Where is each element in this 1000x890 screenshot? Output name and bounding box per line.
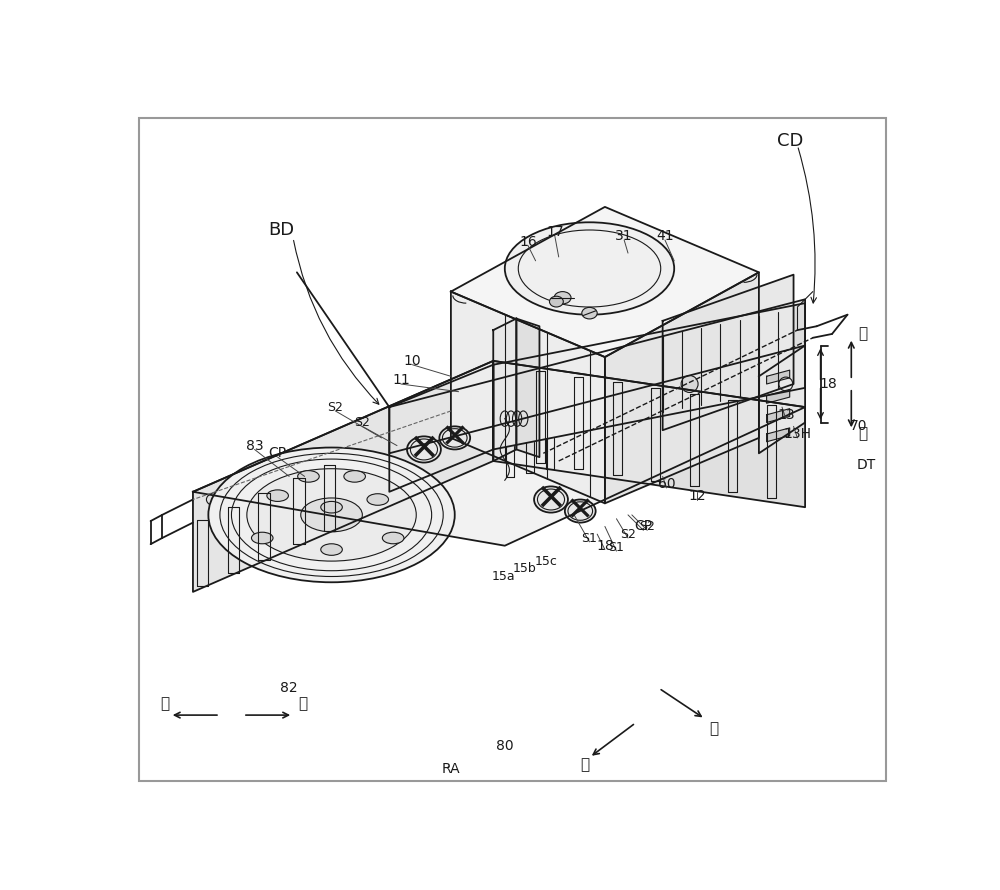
- Ellipse shape: [582, 307, 597, 319]
- Text: 18: 18: [596, 538, 614, 553]
- Text: 17: 17: [546, 225, 564, 239]
- Text: ✕: ✕: [566, 495, 594, 528]
- Polygon shape: [767, 390, 790, 403]
- Text: 70: 70: [850, 419, 868, 433]
- Text: S2: S2: [620, 528, 636, 540]
- Polygon shape: [193, 361, 493, 592]
- Polygon shape: [516, 319, 539, 457]
- Polygon shape: [451, 206, 759, 357]
- Ellipse shape: [267, 490, 288, 501]
- Ellipse shape: [439, 426, 470, 449]
- Text: 前: 前: [710, 722, 719, 736]
- Text: 10: 10: [404, 354, 421, 368]
- Text: 13: 13: [777, 408, 795, 422]
- Polygon shape: [663, 275, 794, 430]
- Ellipse shape: [407, 436, 441, 463]
- Ellipse shape: [220, 453, 443, 577]
- Text: S2: S2: [639, 520, 655, 533]
- Text: S1: S1: [609, 541, 624, 554]
- Ellipse shape: [681, 376, 698, 392]
- Text: 11: 11: [392, 373, 410, 387]
- Polygon shape: [767, 409, 790, 423]
- Text: 18: 18: [819, 377, 837, 391]
- Ellipse shape: [301, 498, 362, 532]
- Ellipse shape: [206, 492, 233, 507]
- Text: 41: 41: [656, 229, 674, 243]
- Text: ✕: ✕: [536, 481, 566, 518]
- Polygon shape: [493, 303, 805, 449]
- Ellipse shape: [549, 296, 563, 307]
- Polygon shape: [493, 361, 805, 507]
- Ellipse shape: [251, 532, 273, 544]
- Text: 13H: 13H: [783, 427, 811, 441]
- Text: 上: 上: [858, 327, 867, 342]
- Ellipse shape: [382, 532, 404, 544]
- Text: BD: BD: [268, 221, 295, 239]
- Polygon shape: [767, 370, 790, 384]
- Ellipse shape: [505, 222, 674, 315]
- Ellipse shape: [761, 412, 788, 425]
- Polygon shape: [389, 299, 805, 453]
- Ellipse shape: [321, 501, 342, 513]
- Ellipse shape: [534, 487, 568, 513]
- Text: 右: 右: [298, 696, 308, 711]
- Text: 12: 12: [688, 489, 706, 503]
- Text: 31: 31: [615, 229, 633, 243]
- Text: 左: 左: [160, 696, 169, 711]
- Ellipse shape: [247, 535, 278, 556]
- Ellipse shape: [247, 469, 416, 561]
- Text: 60: 60: [658, 477, 675, 491]
- Ellipse shape: [554, 292, 571, 303]
- Text: S2: S2: [354, 416, 370, 429]
- Text: CP: CP: [634, 520, 652, 533]
- Text: 15a: 15a: [491, 570, 515, 583]
- Text: 83: 83: [246, 439, 263, 453]
- Ellipse shape: [298, 471, 319, 482]
- Polygon shape: [493, 319, 516, 461]
- Polygon shape: [193, 361, 805, 546]
- Ellipse shape: [367, 494, 389, 506]
- Text: CP: CP: [269, 446, 287, 460]
- Ellipse shape: [344, 471, 365, 482]
- Ellipse shape: [321, 544, 342, 555]
- Text: CD: CD: [777, 133, 803, 150]
- Ellipse shape: [565, 499, 596, 522]
- Text: RA: RA: [442, 762, 460, 776]
- Text: 15b: 15b: [512, 562, 536, 575]
- Text: 后: 后: [580, 757, 589, 773]
- Text: ✕: ✕: [409, 431, 439, 468]
- Ellipse shape: [208, 448, 455, 582]
- Text: DT: DT: [857, 457, 876, 472]
- Polygon shape: [389, 365, 493, 492]
- Polygon shape: [759, 345, 805, 453]
- Text: 下: 下: [858, 426, 867, 441]
- Text: 16: 16: [519, 235, 537, 248]
- Text: S2: S2: [327, 400, 343, 414]
- Polygon shape: [767, 428, 790, 441]
- Polygon shape: [605, 272, 759, 504]
- Text: 82: 82: [280, 681, 298, 695]
- Text: ✕: ✕: [441, 421, 469, 455]
- Text: 80: 80: [496, 739, 514, 753]
- Text: S1: S1: [582, 531, 597, 545]
- Text: 15c: 15c: [534, 554, 557, 568]
- Polygon shape: [451, 292, 605, 504]
